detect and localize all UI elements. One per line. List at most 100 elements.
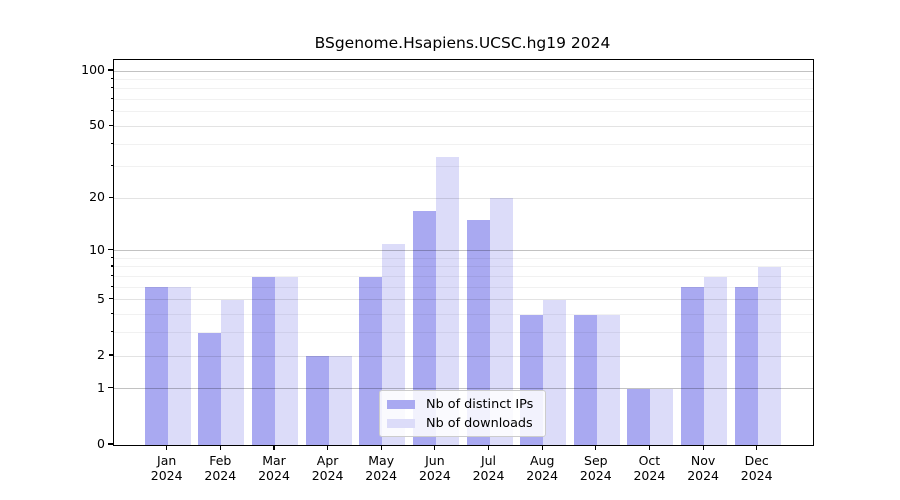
x-tick-year-nov: 2024 xyxy=(687,468,719,483)
x-tick-mark-mar xyxy=(273,445,275,450)
x-tick-year-dec: 2024 xyxy=(740,468,773,483)
x-tick-month-oct: Oct xyxy=(638,453,661,468)
y-tick-label-5: 5 xyxy=(97,290,105,306)
x-tick-month-may: May xyxy=(368,453,395,468)
legend-entry-downloads: Nb of downloads xyxy=(387,414,545,433)
gridline-minor-3 xyxy=(114,332,813,334)
bar-downloads-mar xyxy=(275,276,298,445)
x-tick-month-aug: Aug xyxy=(529,453,555,468)
x-tick-month-jul: Jul xyxy=(480,453,497,468)
gridline-minor-60 xyxy=(114,111,813,113)
gridline-mid-5 xyxy=(114,299,813,301)
y-minor-tick-mark-4 xyxy=(110,313,113,315)
legend-entry-distinct-ips: Nb of distinct IPs xyxy=(387,395,545,414)
gridline-minor-8 xyxy=(114,266,813,268)
gridline-mid-20 xyxy=(114,197,813,199)
legend-label-distinct-ips: Nb of distinct IPs xyxy=(426,397,534,412)
y-minor-tick-mark-80 xyxy=(110,87,113,89)
y-minor-tick-mark-3 xyxy=(110,331,113,333)
x-tick-year-may: 2024 xyxy=(365,468,398,483)
legend-swatch-downloads xyxy=(387,419,415,428)
bar-distinct-ips-feb xyxy=(198,332,222,445)
y-tick-mark-100 xyxy=(107,69,113,71)
y-tick-mark-1 xyxy=(107,387,113,389)
bar-distinct-ips-mar xyxy=(252,276,275,445)
gridlines-layer xyxy=(114,60,813,445)
bar-downloads-jul xyxy=(489,198,513,445)
x-tick-mark-apr xyxy=(327,445,329,450)
bar-distinct-ips-nov xyxy=(681,287,705,445)
x-tick-label-nov: Nov 2024 xyxy=(668,453,738,483)
x-tick-mark-jul xyxy=(487,445,490,450)
gridline-minor-70 xyxy=(114,99,813,100)
plot-area: Nb of distinct IPs Nb of downloads xyxy=(113,59,814,446)
gridline-mid-2 xyxy=(114,355,813,357)
x-tick-mark-jan xyxy=(166,445,168,450)
gridline-major-100 xyxy=(114,70,813,72)
y-tick-label-100: 100 xyxy=(81,62,105,77)
x-tick-month-apr: Apr xyxy=(316,453,339,468)
y-minor-tick-mark-30 xyxy=(110,165,113,167)
x-tick-label-dec: Dec 2024 xyxy=(722,453,792,483)
gridline-minor-7 xyxy=(114,276,813,277)
y-tick-label-2: 2 xyxy=(97,347,105,362)
y-tick-mark-2 xyxy=(109,354,113,356)
x-tick-label-jul: Jul 2024 xyxy=(454,453,524,483)
gridline-major-10 xyxy=(114,250,813,252)
gridline-minor-30 xyxy=(114,166,813,168)
x-tick-label-sep: Sep 2024 xyxy=(561,453,631,483)
bars-layer xyxy=(114,60,813,445)
legend-label-downloads: Nb of downloads xyxy=(426,416,533,431)
x-tick-month-feb: Feb xyxy=(209,453,232,468)
gridline-mid-50 xyxy=(114,125,813,127)
gridline-minor-40 xyxy=(114,143,813,145)
y-minor-tick-mark-60 xyxy=(110,110,113,112)
bar-downloads-jun xyxy=(435,156,459,445)
y-tick-mark-0 xyxy=(107,443,113,445)
y-tick-mark-5 xyxy=(109,298,113,300)
bar-downloads-oct xyxy=(650,388,674,445)
x-tick-label-oct: Oct 2024 xyxy=(614,453,684,483)
x-tick-year-aug: 2024 xyxy=(526,468,559,483)
bar-downloads-dec xyxy=(757,266,781,445)
bar-distinct-ips-apr xyxy=(305,356,329,445)
x-tick-year-mar: 2024 xyxy=(258,468,290,483)
x-tick-mark-sep xyxy=(595,445,597,450)
bar-downloads-aug xyxy=(543,299,567,445)
y-minor-tick-mark-40 xyxy=(110,142,113,144)
x-tick-month-sep: Sep xyxy=(584,453,608,468)
bar-distinct-ips-sep xyxy=(573,314,597,445)
gridline-minor-4 xyxy=(114,314,813,316)
x-tick-label-jun: Jun 2024 xyxy=(400,453,470,483)
gridline-minor-80 xyxy=(114,88,813,90)
y-tick-label-10: 10 xyxy=(89,241,105,257)
y-tick-label-50: 50 xyxy=(89,117,105,133)
y-tick-label-1: 1 xyxy=(97,379,105,395)
x-tick-year-sep: 2024 xyxy=(579,468,612,483)
y-tick-mark-20 xyxy=(109,196,113,198)
bar-distinct-ips-jan xyxy=(144,287,168,445)
x-tick-month-jun: Jun xyxy=(425,453,445,468)
x-tick-mark-feb xyxy=(219,445,221,450)
x-tick-year-oct: 2024 xyxy=(633,468,666,483)
x-tick-year-jun: 2024 xyxy=(418,468,451,483)
y-tick-label-0: 0 xyxy=(97,436,105,451)
x-tick-mark-dec xyxy=(756,445,758,450)
y-minor-tick-mark-70 xyxy=(110,98,113,100)
y-tick-mark-50 xyxy=(109,124,113,126)
gridline-minor-90 xyxy=(114,78,813,80)
x-tick-label-mar: Mar 2024 xyxy=(239,453,309,483)
x-tick-year-jan: 2024 xyxy=(150,468,183,483)
x-tick-month-jan: Jan xyxy=(157,453,177,468)
x-tick-mark-nov xyxy=(702,445,704,450)
y-tick-mark-10 xyxy=(107,249,113,251)
x-tick-label-may: May 2024 xyxy=(346,453,416,483)
legend: Nb of distinct IPs Nb of downloads xyxy=(379,390,546,437)
x-tick-month-mar: Mar xyxy=(262,453,286,468)
bar-downloads-jan xyxy=(167,287,191,445)
gridline-minor-9 xyxy=(114,257,813,259)
gridline-minor-6 xyxy=(114,286,813,288)
bar-downloads-sep xyxy=(596,314,620,445)
x-tick-mark-aug xyxy=(541,445,543,450)
